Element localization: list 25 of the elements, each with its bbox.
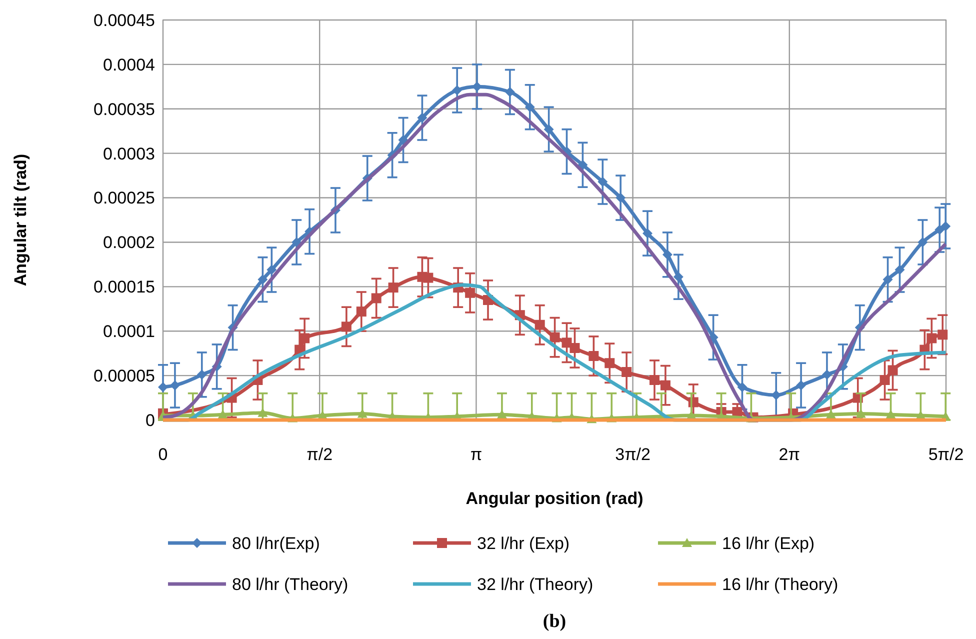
y-axis-title: Angular tilt (rad) (11, 154, 30, 286)
y-tick-label: 0.00015 (94, 278, 155, 297)
y-tick-label: 0.00035 (94, 100, 155, 119)
x-tick-label: 0 (158, 445, 168, 464)
y-tick-label: 0.0003 (103, 144, 155, 164)
legend-label: 32 l/hr (Theory) (477, 574, 594, 594)
y-tick-label: 0.00025 (94, 188, 155, 208)
y-tick-label: 0.00045 (94, 10, 155, 30)
x-tick-label: 2π (778, 445, 800, 464)
y-tick-label: 0.0004 (103, 55, 155, 74)
legend-label: 32 l/hr (Exp) (477, 534, 570, 553)
legend-label: 80 l/hr (Theory) (232, 574, 348, 594)
y-tick-label: 0.0002 (103, 233, 155, 252)
x-tick-label: 3π/2 (615, 445, 650, 464)
legend-label: 80 l/hr(Exp) (232, 534, 320, 553)
x-axis-title: Angular position (rad) (466, 489, 644, 508)
x-tick-label: π/2 (306, 445, 333, 464)
y-tick-label: 0.00005 (94, 366, 155, 386)
x-tick-label: 5π/2 (928, 445, 964, 464)
legend-label: 16 l/hr (Exp) (722, 534, 815, 553)
y-tick-label: 0 (146, 410, 155, 430)
text: (b) (542, 611, 566, 632)
x-tick-label: π (470, 445, 482, 464)
legend-label: 16 l/hr (Theory) (722, 574, 838, 594)
y-tick-label: 0.0001 (103, 322, 155, 342)
